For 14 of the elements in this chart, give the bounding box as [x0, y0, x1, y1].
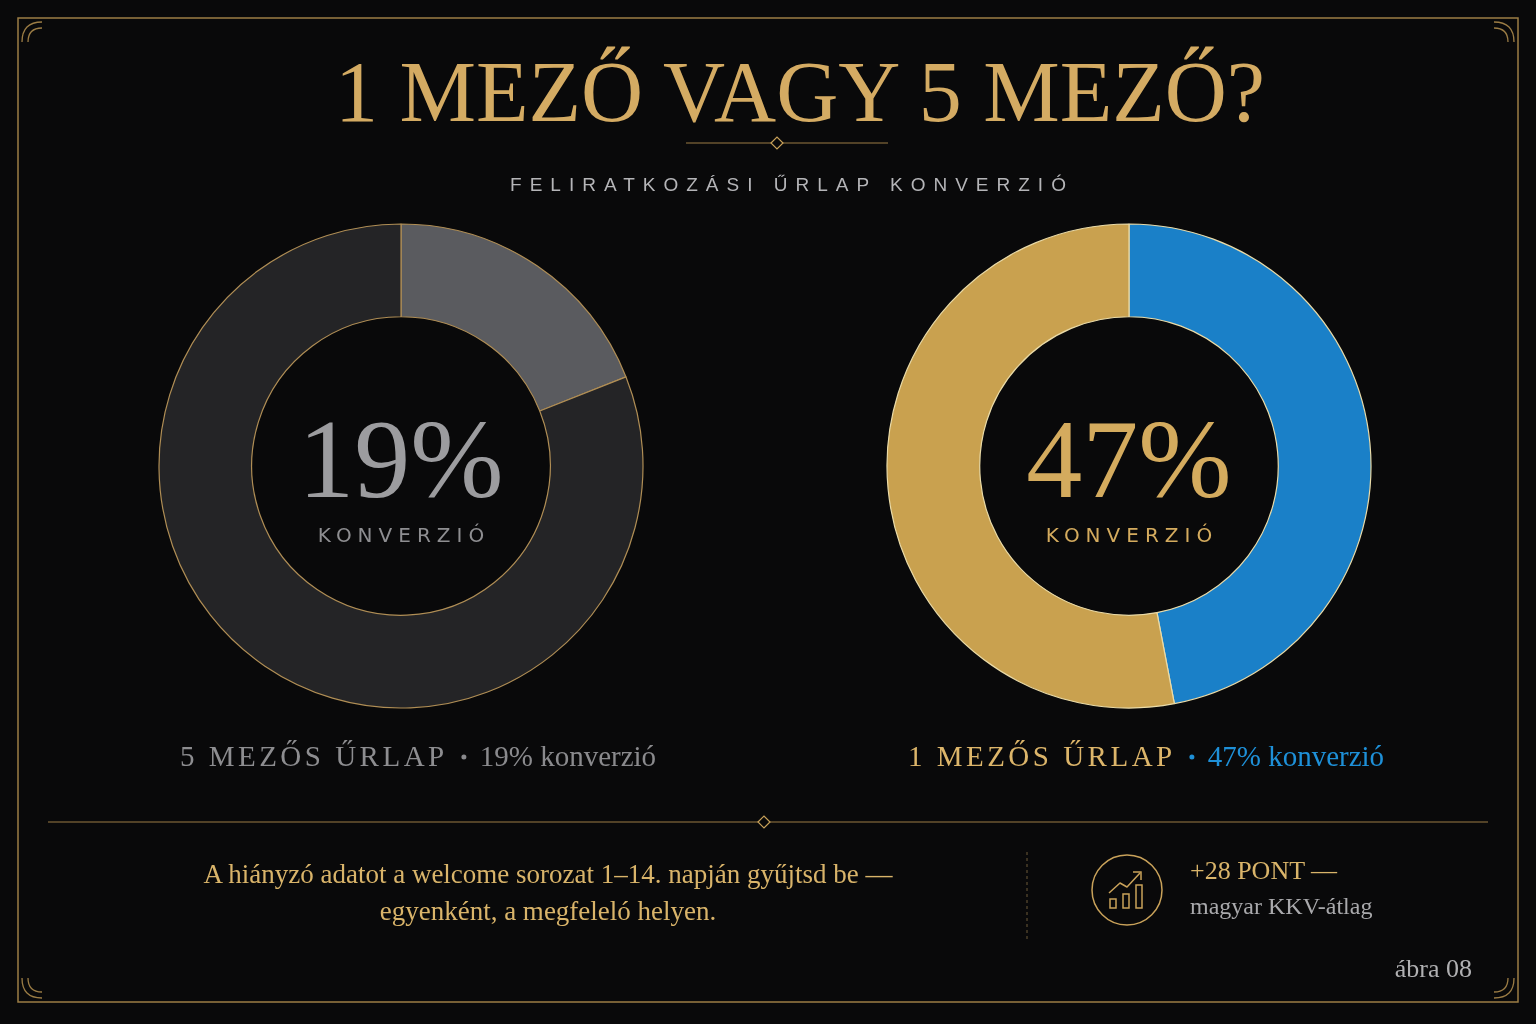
text: magyar KKV-átlag [1190, 893, 1373, 920]
text: ábra 08 [1394, 954, 1472, 984]
text: FELIRATKOZÁSI ŰRLAP KONVERZIÓ [510, 174, 1074, 196]
text: 47% [1026, 397, 1232, 521]
text: KONVERZIÓ [1045, 523, 1219, 547]
text: 5 MEZŐS ŰRLAP [179, 740, 448, 773]
text: 19% [298, 397, 504, 521]
text: 1 MEZŐ VAGY 5 MEZŐ? [334, 43, 1266, 142]
text: 47% konverzió [1207, 740, 1385, 773]
text: +28 PONT — [1190, 856, 1338, 886]
text: KONVERZIÓ [317, 523, 491, 547]
text: A hiányzó adatot a welcome sorozat 1–14. napján gyűjtsd be — egyenként, a megfeleló helyen. [202, 858, 894, 928]
text: 19% konverzió [479, 740, 657, 773]
text: 1 MEZŐS ŰRLAP [907, 740, 1176, 773]
